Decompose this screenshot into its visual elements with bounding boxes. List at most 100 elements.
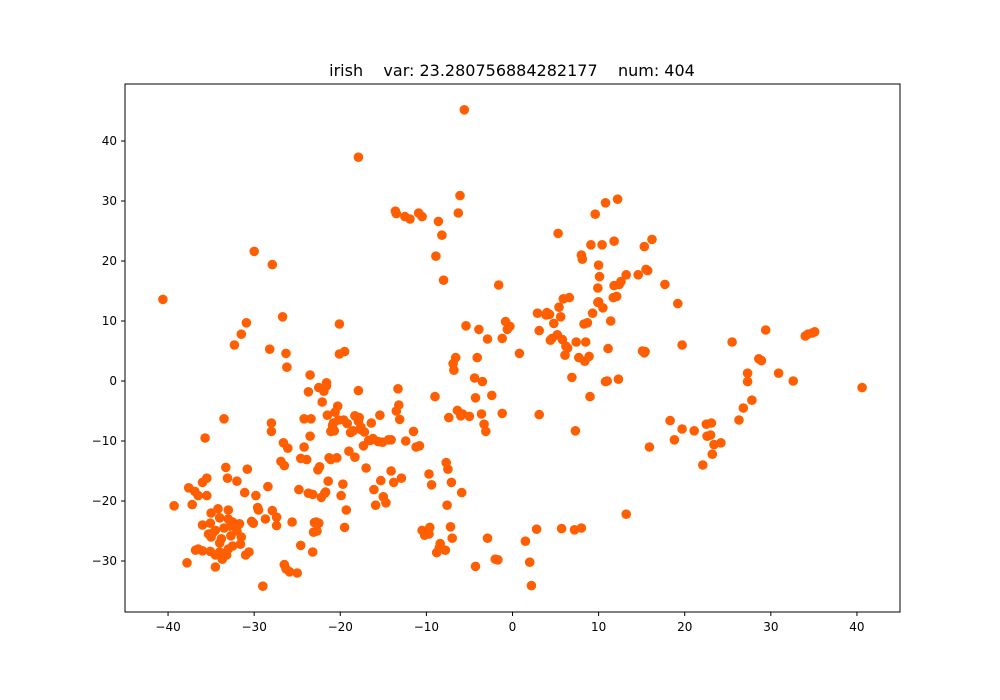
y-tick-label: 30 (102, 194, 117, 208)
data-point (221, 550, 232, 560)
data-point (553, 228, 563, 239)
data-point (249, 246, 259, 257)
data-point (279, 460, 290, 471)
data-point (336, 490, 346, 501)
data-point (431, 251, 441, 261)
data-point (240, 550, 251, 560)
y-tick-label: 0 (109, 374, 117, 388)
data-point (612, 194, 623, 204)
data-point (482, 334, 493, 344)
data-point (408, 426, 419, 437)
data-point (339, 522, 350, 533)
data-point (314, 518, 324, 528)
data-point (857, 382, 867, 393)
data-point (642, 265, 653, 276)
data-point (639, 241, 650, 252)
data-point (223, 505, 234, 515)
data-point (388, 477, 399, 488)
data-point (560, 350, 570, 361)
data-point (677, 340, 687, 350)
data-point (444, 412, 454, 423)
data-point (308, 527, 319, 537)
data-point (472, 352, 483, 363)
data-point (611, 291, 622, 302)
data-point (386, 466, 396, 476)
data-point (613, 374, 624, 385)
data-point (236, 329, 247, 340)
data-point (305, 431, 315, 442)
data-point (705, 430, 716, 440)
data-point (585, 391, 595, 402)
data-point (734, 415, 744, 425)
data-point (526, 580, 537, 591)
data-point (322, 410, 333, 421)
data-point (376, 475, 386, 486)
data-point (647, 234, 657, 245)
data-point (263, 481, 273, 492)
data-point (205, 518, 216, 528)
data-point (562, 343, 573, 353)
x-tick-label: −30 (242, 620, 267, 634)
data-point (294, 484, 304, 495)
data-point (520, 536, 531, 546)
x-tick-label: 20 (677, 620, 692, 634)
data-point (534, 409, 544, 420)
data-point (609, 236, 619, 246)
data-point (306, 414, 316, 424)
data-point (405, 214, 415, 224)
data-point (673, 298, 683, 309)
data-point (448, 358, 458, 369)
y-tick-label: 10 (102, 314, 117, 328)
data-point (348, 426, 359, 436)
data-point (633, 270, 643, 280)
data-point (329, 426, 340, 436)
data-point (476, 409, 487, 419)
data-point (214, 513, 225, 523)
data-point (266, 418, 277, 428)
data-point (206, 508, 216, 518)
data-point (433, 216, 444, 227)
x-tick-label: −10 (414, 620, 439, 634)
y-tick-label: −30 (92, 554, 117, 568)
data-point (353, 152, 364, 162)
data-point (248, 518, 259, 528)
data-point (437, 230, 447, 240)
data-point (621, 509, 631, 519)
data-point (445, 522, 456, 532)
data-point (271, 512, 282, 522)
data-point (334, 319, 345, 329)
data-point (235, 539, 246, 549)
data-point (353, 385, 364, 396)
data-point (727, 337, 737, 347)
data-point (639, 348, 650, 358)
data-point (788, 376, 798, 386)
data-point (576, 523, 587, 533)
data-point (669, 435, 680, 445)
data-point (564, 292, 575, 303)
data-point (202, 490, 212, 501)
data-point (303, 387, 314, 397)
data-point (299, 442, 309, 452)
data-point (742, 376, 753, 387)
data-point (567, 372, 577, 383)
data-point (313, 465, 323, 475)
x-tick-label: 30 (763, 620, 778, 634)
data-point (593, 283, 603, 293)
data-point (541, 310, 551, 320)
data-point (305, 370, 315, 380)
data-point (698, 460, 708, 470)
data-point (396, 473, 407, 484)
data-point (197, 546, 208, 556)
data-point (474, 324, 484, 335)
data-point (487, 390, 497, 401)
data-point (281, 348, 291, 359)
data-point (534, 325, 544, 336)
data-point (236, 532, 247, 542)
data-point (597, 240, 607, 250)
x-axis-ticks: −40 −30 −20 −10 0 10 20 30 40 (155, 612, 865, 634)
data-point (549, 318, 559, 329)
data-point (339, 346, 350, 357)
data-point (282, 362, 292, 373)
data-point (359, 427, 370, 437)
data-point (621, 270, 631, 280)
